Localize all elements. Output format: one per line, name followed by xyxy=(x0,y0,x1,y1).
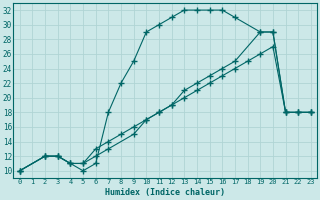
X-axis label: Humidex (Indice chaleur): Humidex (Indice chaleur) xyxy=(105,188,225,197)
